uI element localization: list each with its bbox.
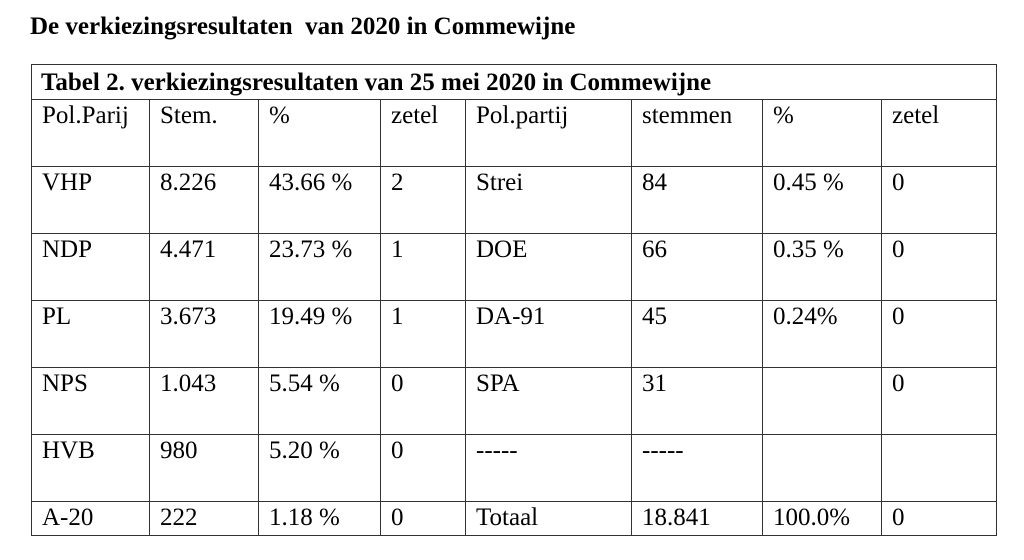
header-cell-party-2: Pol.partij	[465, 99, 632, 167]
table-cell: 8.226	[149, 166, 259, 234]
header-cell-percent-2: %	[762, 99, 882, 167]
header-cell-percent: %	[258, 99, 381, 167]
table-cell: 3.673	[149, 300, 259, 368]
table-cell: 4.471	[149, 233, 259, 301]
page-heading: De verkiezingsresultaten van 2020 in Com…	[30, 13, 576, 40]
table-cell: 23.73 %	[258, 233, 381, 301]
header-cell-seats: zetel	[380, 99, 466, 167]
header-cell-seats-2: zetel	[881, 99, 997, 167]
table-cell: 31	[631, 367, 763, 435]
header-cell-votes: Stem.	[149, 99, 259, 167]
table-cell: 0	[881, 501, 997, 536]
table-cell: 1.18 %	[258, 501, 381, 536]
table-cell: 0.35 %	[762, 233, 882, 301]
table-cell: SPA	[465, 367, 632, 435]
table-cell: 45	[631, 300, 763, 368]
table-cell: Strei	[465, 166, 632, 234]
table-cell: 1.043	[149, 367, 259, 435]
table-cell: 0	[380, 367, 466, 435]
table-cell: 2	[380, 166, 466, 234]
header-row: Pol.Parij Stem. % zetel Pol.partij stemm…	[31, 99, 997, 167]
table-cell: 66	[631, 233, 763, 301]
table-cell: 1	[380, 300, 466, 368]
table-cell: 43.66 %	[258, 166, 381, 234]
table-cell: 5.20 %	[258, 434, 381, 502]
table-cell: HVB	[31, 434, 150, 502]
table-cell: 18.841	[631, 501, 763, 536]
header-cell-party: Pol.Parij	[31, 99, 150, 167]
table-caption: Tabel 2. verkiezingsresultaten van 25 me…	[31, 64, 997, 99]
table-cell	[881, 434, 997, 502]
table-cell: Totaal	[465, 501, 632, 536]
table-row: PL 3.673 19.49 % 1 DA-91 45 0.24% 0	[31, 300, 997, 368]
election-results-table: Tabel 2. verkiezingsresultaten van 25 me…	[31, 64, 997, 536]
table-cell: 980	[149, 434, 259, 502]
table-row: NDP 4.471 23.73 % 1 DOE 66 0.35 % 0	[31, 233, 997, 301]
table-cell: 1	[380, 233, 466, 301]
table-cell	[762, 367, 882, 435]
table-cell: 0	[380, 434, 466, 502]
table-cell: 0.24%	[762, 300, 882, 368]
table-cell: 5.54 %	[258, 367, 381, 435]
table-cell: 0	[881, 367, 997, 435]
table-cell: 222	[149, 501, 259, 536]
table-cell: NDP	[31, 233, 150, 301]
table-cell: DOE	[465, 233, 632, 301]
table-cell: -----	[631, 434, 763, 502]
table-row: VHP 8.226 43.66 % 2 Strei 84 0.45 % 0	[31, 166, 997, 234]
table-row: HVB 980 5.20 % 0 ----- -----	[31, 434, 997, 502]
table-cell: PL	[31, 300, 150, 368]
table-cell: 0	[380, 501, 466, 536]
table-cell: VHP	[31, 166, 150, 234]
table-cell: 19.49 %	[258, 300, 381, 368]
table-cell	[762, 434, 882, 502]
table-row: NPS 1.043 5.54 % 0 SPA 31 0	[31, 367, 997, 435]
table-cell: 0	[881, 233, 997, 301]
table-cell: A-20	[31, 501, 150, 536]
table-cell: NPS	[31, 367, 150, 435]
table-cell: 84	[631, 166, 763, 234]
table-cell: 100.0%	[762, 501, 882, 536]
table-cell: 0	[881, 300, 997, 368]
table-cell: DA-91	[465, 300, 632, 368]
table-cell: 0.45 %	[762, 166, 882, 234]
table-cell: -----	[465, 434, 632, 502]
table-cell: 0	[881, 166, 997, 234]
table-row: A-20 222 1.18 % 0 Totaal 18.841 100.0% 0	[31, 501, 997, 536]
header-cell-votes-2: stemmen	[631, 99, 763, 167]
